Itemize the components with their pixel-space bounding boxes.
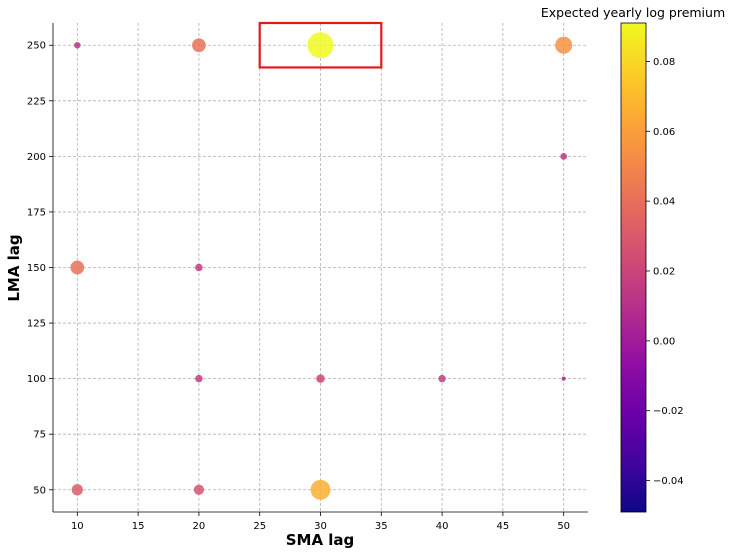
x-axis-label: SMA lag [286,531,355,549]
highlight-box [258,21,383,69]
colorbar-tick-label: 0.06 [653,127,675,138]
data-point [74,41,81,49]
data-point [310,479,331,500]
x-tick-label: 10 [71,521,84,532]
x-tick-label: 20 [193,521,206,532]
colorbar-ticks: 0.08 0.06 0.04 0.02 0.00 −0.02 −0.04 [646,57,684,487]
colorbar-tick-label: 0.04 [653,197,675,208]
y-tick-label: 225 [27,96,46,107]
colorbar-tick-label: −0.04 [653,476,684,487]
x-tick-label: 50 [557,521,570,532]
data-point [560,152,568,160]
highlight-rectangle [258,21,383,69]
colorbar-gradient [621,23,646,512]
colorbar-tick-label: 0.00 [653,336,675,347]
grid-lines [53,23,588,512]
colorbar-tick-label: 0.08 [653,57,675,68]
x-tick-label: 35 [375,521,388,532]
data-point [195,263,203,272]
data-point [561,376,566,381]
y-tick-label: 150 [27,263,46,274]
data-point [70,260,85,275]
y-tick-label: 50 [33,485,46,496]
y-tick-label: 250 [27,41,46,52]
data-point [307,32,334,59]
data-points [70,32,573,500]
data-point [555,36,573,54]
data-point [193,484,205,495]
data-point [195,374,203,383]
x-tick-label: 45 [497,521,510,532]
y-tick-label: 175 [27,207,46,218]
axis-ticks: 10 15 20 25 30 35 40 45 50 50 75 100 125 150 175 200 225… [27,41,570,532]
colorbar-title: Expected yearly log premium [541,5,725,20]
colorbar-tick-label: 0.02 [653,266,675,277]
x-tick-label: 30 [314,521,327,532]
y-tick-label: 200 [27,152,46,163]
x-tick-label: 15 [132,521,145,532]
y-axis-label: LMA lag [5,234,23,301]
data-point [71,484,83,496]
colorbar: 0.08 0.06 0.04 0.02 0.00 −0.02 −0.04 Expected … [541,5,725,513]
x-tick-label: 40 [436,521,449,532]
data-point [192,38,206,53]
colorbar-tick-label: −0.02 [653,406,684,417]
data-point [438,374,446,383]
y-tick-label: 75 [33,430,46,441]
colorbar-outline [620,22,647,513]
x-tick-label: 25 [253,521,266,532]
y-tick-label: 100 [27,374,46,385]
y-tick-label: 125 [27,319,46,330]
data-point [316,374,325,383]
